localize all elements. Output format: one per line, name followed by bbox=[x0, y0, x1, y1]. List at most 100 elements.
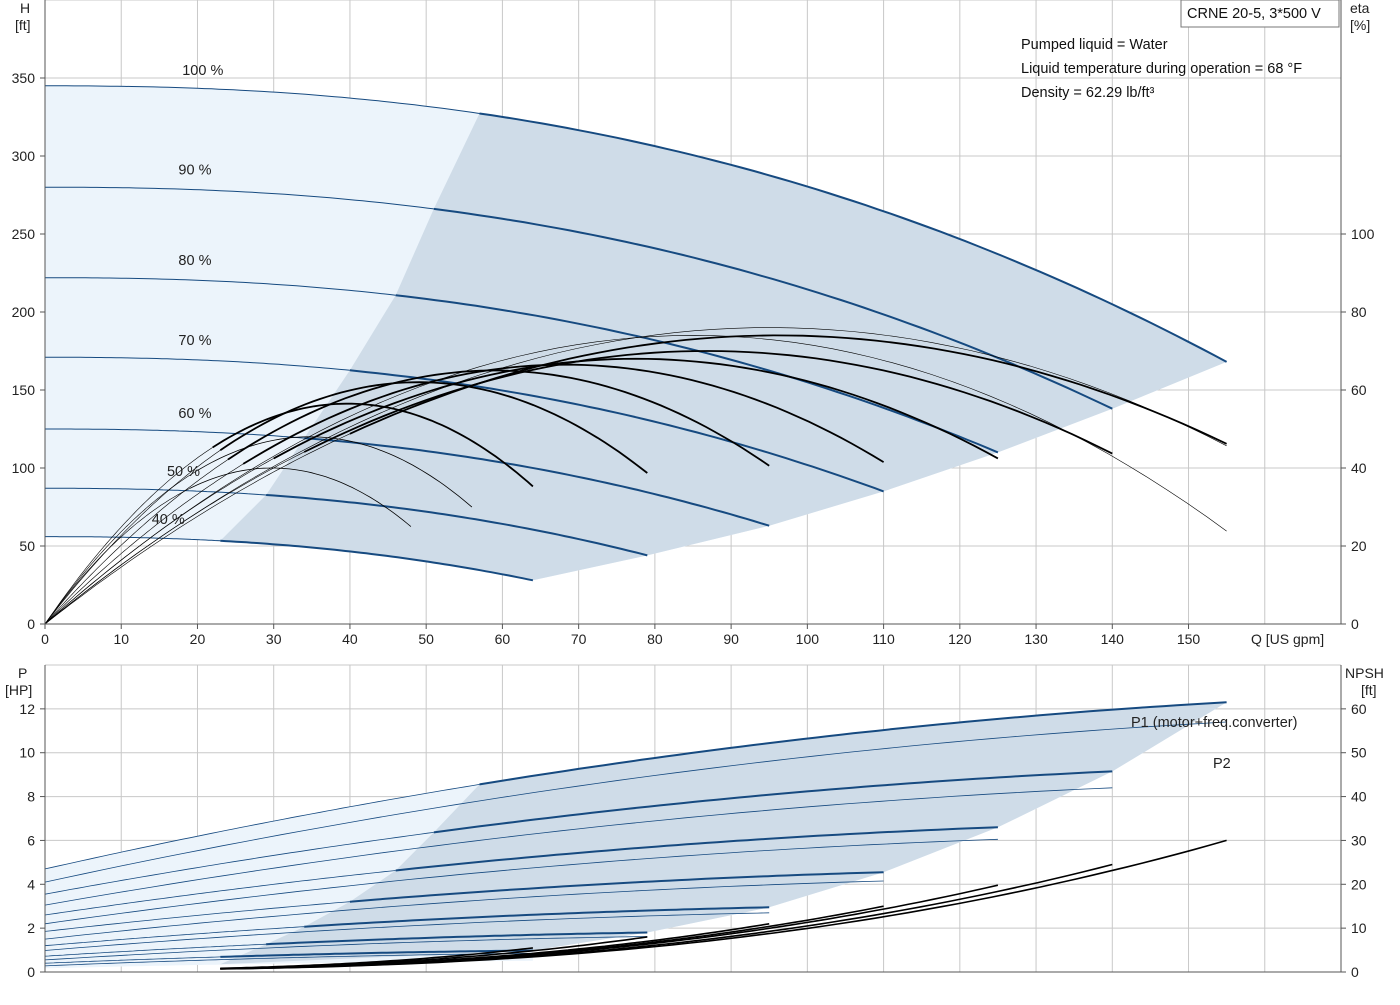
bottom-right-tick-label: 30 bbox=[1351, 832, 1367, 848]
x-tick-label: 60 bbox=[495, 631, 511, 647]
bottom-left-tick-label: 2 bbox=[27, 920, 35, 936]
bottom-left-tick-label: 8 bbox=[27, 789, 35, 805]
x-tick-label: 50 bbox=[418, 631, 434, 647]
bottom-right-tick-label: 50 bbox=[1351, 745, 1367, 761]
bottom-right-ylabel-1: NPSH bbox=[1345, 665, 1384, 681]
bottom-left-tick-label: 12 bbox=[19, 701, 35, 717]
p1-curve-3 bbox=[349, 871, 884, 903]
eff-curve-thin-7 bbox=[44, 470, 198, 625]
y-right-tick-label: 0 bbox=[1351, 616, 1359, 632]
info-density: Density = 62.29 lb/ft³ bbox=[1021, 85, 1155, 101]
y-right-tick-label: 60 bbox=[1351, 382, 1367, 398]
p1-curve-2 bbox=[395, 826, 998, 872]
bottom-left-ylabel-2: [HP] bbox=[5, 682, 32, 698]
head-curve-0 bbox=[479, 112, 1228, 363]
x-tick-label: 10 bbox=[113, 631, 129, 647]
y-left-tick-label: 300 bbox=[12, 148, 36, 164]
p1-curve-5 bbox=[266, 931, 648, 946]
head-curve-6 bbox=[220, 539, 534, 582]
bottom-right-tick-label: 60 bbox=[1351, 701, 1367, 717]
eff-curve-7 bbox=[197, 436, 473, 508]
y-right-tick-label: 80 bbox=[1351, 304, 1367, 320]
eff-curve-thin-4 bbox=[44, 459, 229, 625]
bottom-operating-area bbox=[45, 702, 1227, 969]
y-right-tick-label: 20 bbox=[1351, 538, 1367, 554]
top-left-ylabel-1: H bbox=[20, 0, 30, 16]
p1-curve-thin-4 bbox=[44, 926, 305, 947]
p2-curve-3 bbox=[44, 880, 884, 940]
x-tick-label: 100 bbox=[796, 631, 820, 647]
title-box-text: CRNE 20-5, 3*500 V bbox=[1187, 6, 1321, 22]
p2-curve-6 bbox=[44, 953, 533, 967]
bottom-right-tick-label: 0 bbox=[1351, 964, 1359, 980]
speed-label: 100 % bbox=[182, 63, 223, 79]
power-dark-region bbox=[220, 702, 1227, 965]
y-right-tick-label: 100 bbox=[1351, 226, 1375, 242]
y-right-tick-label: 40 bbox=[1351, 460, 1367, 476]
title-box bbox=[1180, 0, 1340, 28]
bottom-left-tick-label: 6 bbox=[27, 832, 35, 848]
eff-curve-thin-8 bbox=[44, 488, 190, 625]
top-axes: 0 10 20 30 40 50 60 70 80 90 100 110 120 130 140 150 0 50… bbox=[12, 0, 1375, 647]
p1-curve-thin-1 bbox=[44, 832, 434, 895]
eff-curve-6 bbox=[212, 402, 534, 488]
p2-curve-2 bbox=[44, 838, 998, 925]
x-tick-label: 80 bbox=[647, 631, 663, 647]
head-dark-region bbox=[220, 113, 1227, 581]
bottom-left-tick-label: 0 bbox=[27, 964, 35, 980]
bottom-right-tick-label: 10 bbox=[1351, 920, 1367, 936]
y-left-tick-label: 350 bbox=[12, 70, 36, 86]
p1-curve-thin-5 bbox=[44, 943, 267, 957]
y-left-tick-label: 50 bbox=[19, 538, 35, 554]
x-tick-label: 20 bbox=[190, 631, 206, 647]
npsh-curve-6 bbox=[220, 947, 533, 970]
x-tick-label: 140 bbox=[1101, 631, 1125, 647]
x-tick-label: 0 bbox=[41, 631, 49, 647]
bottom-right-ylabel-2: [ft] bbox=[1361, 682, 1377, 698]
speed-label: 50 % bbox=[167, 464, 200, 480]
bottom-left-tick-label: 10 bbox=[19, 745, 35, 761]
y-left-tick-label: 0 bbox=[27, 616, 35, 632]
eff-curve-4 bbox=[227, 369, 770, 467]
y-left-tick-label: 200 bbox=[12, 304, 36, 320]
eff-curve-thin-5 bbox=[44, 449, 221, 625]
p2-curve-4 bbox=[44, 912, 770, 951]
p2-series-label: P2 bbox=[1213, 756, 1231, 772]
top-right-ylabel-2: [%] bbox=[1350, 17, 1370, 33]
eff-curve-thin-0 bbox=[44, 433, 351, 625]
eff-envelope-1 bbox=[44, 335, 1227, 625]
speed-label: 80 % bbox=[178, 253, 211, 269]
head-curve-5 bbox=[266, 494, 648, 557]
bottom-left-ylabel-1: P bbox=[18, 665, 27, 681]
head-curve-thin-1 bbox=[45, 186, 434, 210]
eff-curve-thin-3 bbox=[44, 463, 244, 625]
bottom-right-tick-label: 40 bbox=[1351, 789, 1367, 805]
y-left-tick-label: 250 bbox=[12, 226, 36, 242]
head-curve-thin-6 bbox=[45, 536, 221, 542]
p1-curve-1 bbox=[433, 770, 1113, 834]
p2-curve-5 bbox=[44, 936, 648, 961]
speed-label: 90 % bbox=[178, 163, 211, 179]
eff-curve-thin-6 bbox=[44, 447, 213, 625]
x-tick-label: 30 bbox=[266, 631, 282, 647]
p1-curve-4 bbox=[304, 906, 770, 928]
head-curve-thin-2 bbox=[45, 277, 396, 296]
x-tick-label: 40 bbox=[342, 631, 358, 647]
p1-series-label: P1 (motor+freq.converter) bbox=[1131, 715, 1297, 731]
x-tick-label: 90 bbox=[723, 631, 739, 647]
info-temperature: Liquid temperature during operation = 68… bbox=[1021, 61, 1302, 77]
top-xlabel: Q [US gpm] bbox=[1251, 631, 1324, 647]
bottom-left-tick-label: 4 bbox=[27, 876, 35, 892]
p2-curve-0 bbox=[44, 721, 1227, 883]
head-curve-1 bbox=[433, 207, 1113, 410]
eff-curve-3 bbox=[242, 363, 885, 465]
head-curve-thin-3 bbox=[45, 356, 350, 371]
y-left-tick-label: 150 bbox=[12, 382, 36, 398]
speed-label: 60 % bbox=[178, 406, 211, 422]
x-tick-label: 150 bbox=[1177, 631, 1201, 647]
speed-label: 40 % bbox=[152, 512, 185, 528]
y-left-tick-label: 100 bbox=[12, 460, 36, 476]
bottom-axes: 0 2 4 6 8 10 12 0 10 20 30 40 50 60 bbox=[19, 665, 1367, 980]
